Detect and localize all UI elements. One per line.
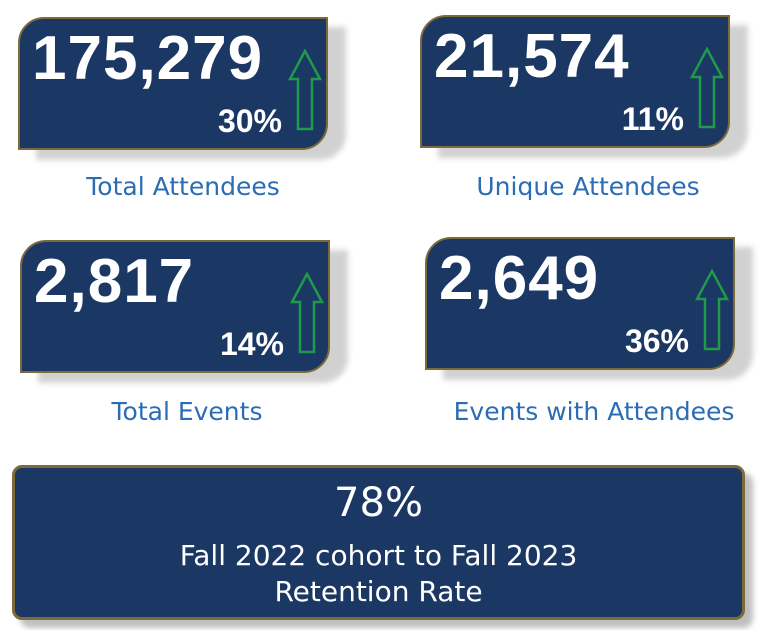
up-arrow-icon [695, 269, 729, 351]
metric-card-events-with-attendees: 2,649 36% [425, 237, 735, 370]
metric-label: Total Events [111, 397, 263, 426]
metric-change: 11% [621, 101, 684, 137]
metric-change: 36% [624, 323, 689, 359]
metric-value: 175,279 [32, 24, 264, 93]
up-arrow-icon [290, 272, 324, 354]
retention-value: 78% [334, 480, 423, 526]
metric-change: 30% [217, 103, 282, 139]
up-arrow-icon [690, 47, 724, 129]
metric-card-total-attendees: 175,279 30% [18, 17, 328, 150]
metric-value: 21,574 [434, 22, 630, 91]
metric-change: 14% [219, 326, 284, 362]
retention-label-line2: Retention Rate [274, 575, 483, 608]
metric-value: 2,649 [439, 244, 600, 313]
metric-value: 2,817 [34, 247, 195, 316]
metric-card-total-events: 2,817 14% [20, 240, 330, 373]
retention-label-line1: Fall 2022 cohort to Fall 2023 [179, 539, 578, 572]
up-arrow-icon [288, 49, 322, 131]
metric-label: Events with Attendees [453, 397, 735, 426]
metric-card-unique-attendees: 21,574 11% [420, 15, 730, 148]
retention-card: 78% Fall 2022 cohort to Fall 2023 Retent… [12, 465, 745, 620]
metric-label: Unique Attendees [476, 172, 700, 201]
metric-label: Total Attendees [86, 172, 280, 201]
